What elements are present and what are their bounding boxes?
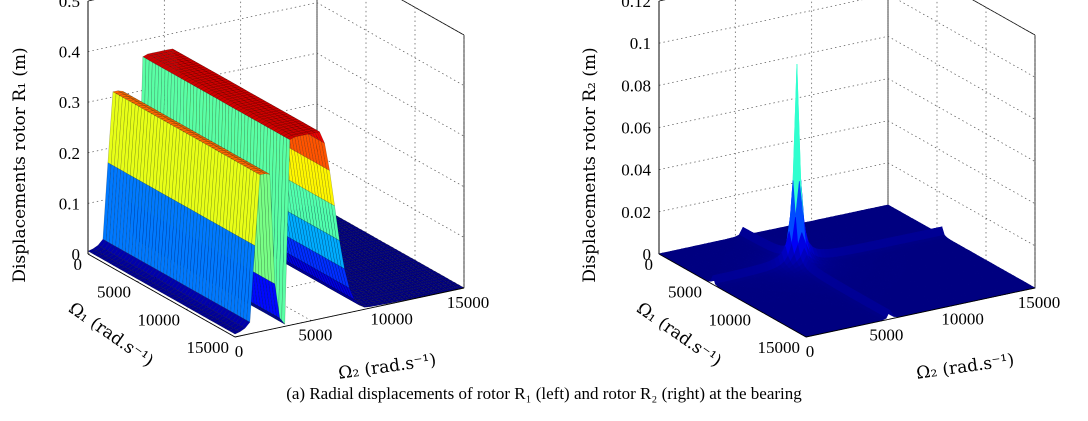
surface bbox=[87, 48, 465, 335]
x-tick-label: 0 bbox=[74, 255, 83, 274]
y-tick-label: 0 bbox=[235, 342, 244, 361]
z-gridline bbox=[658, 0, 1036, 78]
z-gridline bbox=[658, 35, 1036, 120]
z-gridline bbox=[87, 0, 465, 36]
surface bbox=[658, 64, 1036, 338]
z-tick-label: 0.1 bbox=[59, 194, 80, 213]
y-axis-title: Ω₂ (rad.s⁻¹) bbox=[337, 350, 437, 384]
z-gridline bbox=[658, 0, 1036, 36]
z-axis-title: Displacements rotor R₁ (m) bbox=[10, 47, 30, 282]
z-tick-label: 0.5 bbox=[59, 0, 80, 11]
z-gridline bbox=[658, 120, 1036, 205]
box-top-edge bbox=[658, 0, 1036, 36]
box-top-edge bbox=[87, 0, 465, 36]
x-tick-label: 15000 bbox=[187, 338, 230, 357]
x-tick-label: 10000 bbox=[138, 310, 181, 329]
z-tick-label: 0.2 bbox=[59, 144, 80, 163]
y-tick-label: 15000 bbox=[447, 293, 490, 312]
y-tick-label: 5000 bbox=[298, 326, 332, 345]
z-tick-label: 0.4 bbox=[59, 43, 81, 62]
z-tick-label: 0.3 bbox=[59, 93, 80, 112]
y-tick-label: 10000 bbox=[370, 309, 413, 328]
z-gridline bbox=[658, 78, 1036, 162]
x-tick-label: 5000 bbox=[97, 283, 131, 302]
